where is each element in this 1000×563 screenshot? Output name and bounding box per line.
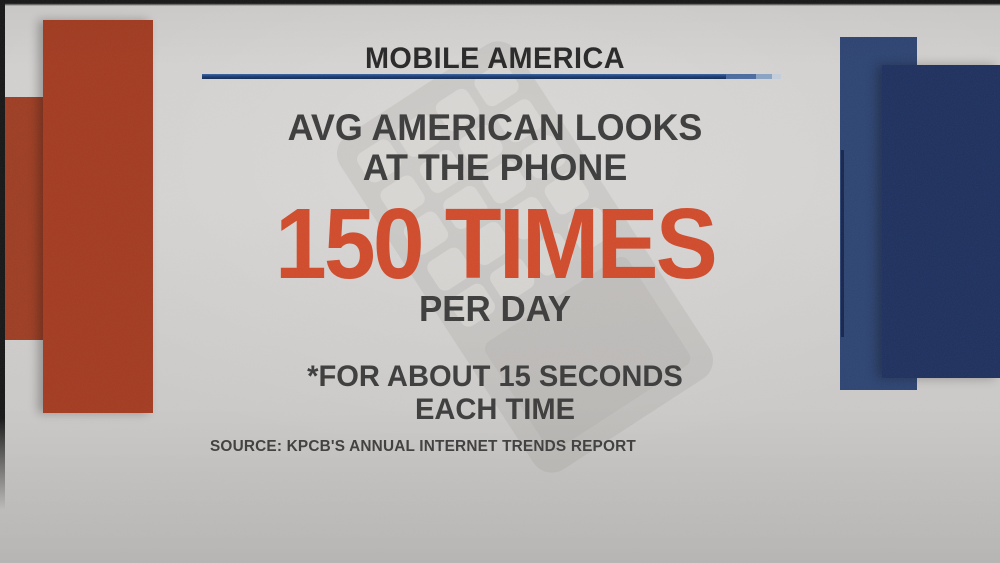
left-red-block-front xyxy=(43,20,153,413)
lede-line-2: AT THE PHONE xyxy=(362,147,628,188)
footnote-line-2: EACH TIME xyxy=(414,393,576,426)
right-blue-crease-line xyxy=(841,150,844,337)
top-edge-shadow xyxy=(0,0,1000,6)
footnote-text: *FOR ABOUT 15 SECONDS EACH TIME xyxy=(199,360,791,426)
left-edge-shadow xyxy=(0,0,5,510)
stat-value: 150 TIMES xyxy=(274,188,718,300)
lede-text: AVG AMERICAN LOOKS AT THE PHONE xyxy=(199,108,791,188)
source-attribution: SOURCE: KPCB'S ANNUAL INTERNET TRENDS RE… xyxy=(210,438,636,455)
title-underline xyxy=(202,74,781,79)
lede-line-1: AVG AMERICAN LOOKS xyxy=(287,107,703,148)
content-column: MOBILE AMERICA AVG AMERICAN LOOKS AT THE… xyxy=(190,0,800,455)
page-title: MOBILE AMERICA xyxy=(364,42,626,75)
left-red-block-back xyxy=(0,97,43,340)
footnote-line-1: *FOR ABOUT 15 SECONDS xyxy=(307,360,683,393)
stat-unit: PER DAY xyxy=(418,288,572,329)
right-blue-block-front xyxy=(882,65,1000,378)
